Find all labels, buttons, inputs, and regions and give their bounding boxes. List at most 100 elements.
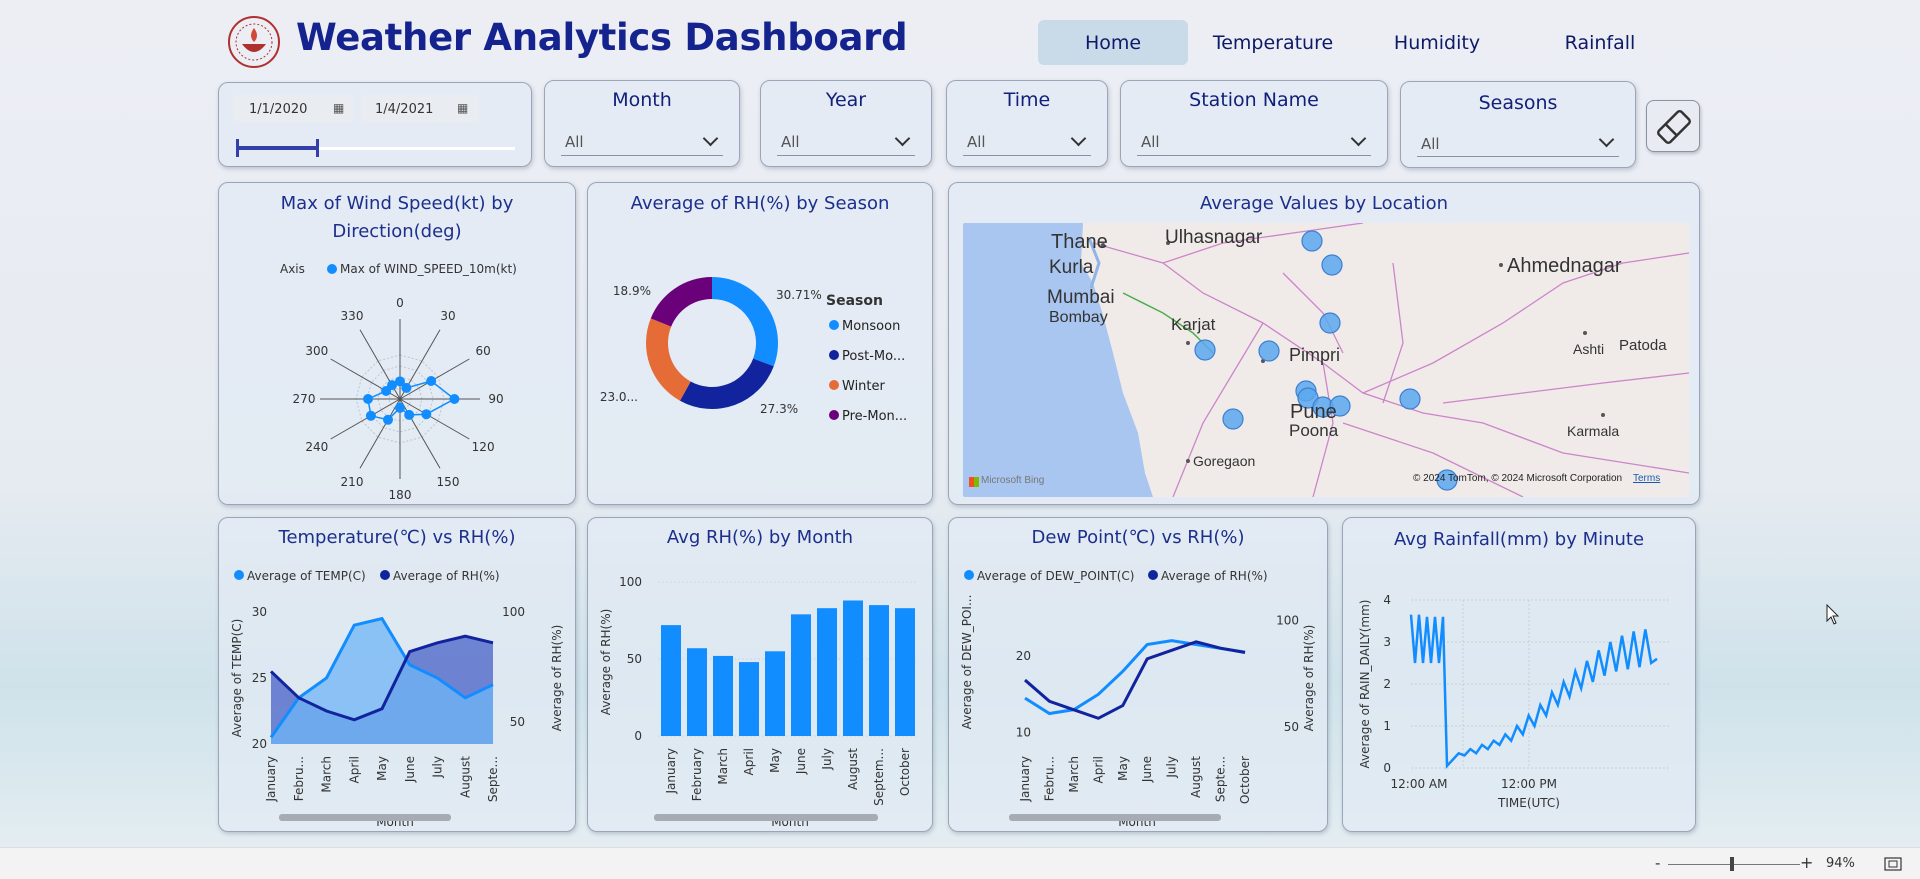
- map-terms-link[interactable]: Terms: [1633, 473, 1661, 484]
- x-tick-label: June: [403, 756, 417, 783]
- calendar-icon[interactable]: ▦: [457, 101, 469, 115]
- clear-filters-button[interactable]: [1646, 100, 1700, 152]
- end-date-input[interactable]: 1/4/2021 ▦: [361, 95, 479, 123]
- nav-temperature-button[interactable]: Temperature: [1212, 31, 1334, 54]
- chevron-down-icon[interactable]: [1598, 131, 1615, 148]
- donut-slice: [646, 318, 691, 401]
- x-tick-label: August: [1189, 756, 1203, 798]
- year-filter-value: All: [781, 133, 800, 151]
- chevron-down-icon[interactable]: [1070, 130, 1087, 147]
- radar-axis-line: [359, 398, 401, 469]
- date-slider-start-handle[interactable]: [236, 139, 239, 157]
- x-tick-label: 12:00 PM: [1501, 777, 1557, 791]
- y-tick-label: 0: [1383, 761, 1391, 775]
- y-tick-label: 20: [1016, 649, 1031, 663]
- x-tick-label: June: [1140, 756, 1154, 783]
- fit-to-page-icon[interactable]: [1884, 857, 1902, 871]
- map-place-label: Karjat: [1171, 315, 1216, 334]
- x-tick-label: January: [664, 748, 678, 795]
- bar: [791, 614, 811, 736]
- donut-slice-label: 18.9%: [613, 284, 651, 298]
- x-axis-title: TIME(UTC): [1497, 796, 1560, 810]
- radar-point: [395, 402, 405, 413]
- scrollbar-thumb: [654, 814, 878, 821]
- radar-tick-label: 240: [305, 440, 328, 454]
- radar-axis-line: [330, 398, 401, 440]
- chevron-down-icon[interactable]: [1350, 130, 1367, 147]
- logo-emblem-icon: [228, 16, 280, 68]
- zoom-slider-thumb[interactable]: [1730, 857, 1735, 871]
- legend-label: Average of TEMP(C): [247, 569, 366, 583]
- bar: [765, 651, 785, 736]
- map-place-label: Karmala: [1567, 423, 1620, 439]
- radar-legend-axis: Axis: [280, 262, 305, 276]
- wind-radar-chart: Axis Max of WIND_SPEED_10m(kt) 0 30 60 90 120 1…: [280, 262, 517, 502]
- location-map[interactable]: Thane Ulhasnagar Kurla Mumbai Bombay Kar…: [963, 223, 1689, 497]
- map-bubbles[interactable]: [1194, 230, 1458, 491]
- rainfall-line: [1409, 614, 1658, 770]
- y-tick-label: 0: [634, 729, 642, 743]
- y2-axis-title: Average of RH(%): [1302, 625, 1316, 732]
- x-tick-label: July: [431, 756, 445, 779]
- y-tick-label: 30: [252, 605, 267, 619]
- radar-tick-label: 330: [341, 309, 364, 323]
- temp-rh-card: Temperature(℃) vs RH(%) Average of TEMP(…: [218, 517, 576, 832]
- x-tick-label: April: [742, 748, 756, 775]
- radar-point: [426, 376, 437, 386]
- map-place-label: Kurla: [1049, 257, 1094, 278]
- time-filter[interactable]: Time All: [946, 80, 1108, 167]
- rh-month-card: Avg RH(%) by Month 0 50 100 January February…: [587, 517, 933, 832]
- x-tick-label: May: [1116, 756, 1130, 781]
- y-tick-label: 25: [252, 671, 267, 685]
- x-tick-label: Septe...: [486, 756, 500, 802]
- donut-slice: [650, 277, 712, 327]
- radar-tick-label: 60: [475, 344, 490, 358]
- map-place-label: Mumbai: [1047, 287, 1115, 308]
- y-tick-label: 100: [619, 575, 642, 589]
- legend-label: Average of RH(%): [393, 569, 500, 583]
- donut-slice-label: 23.0...: [600, 390, 638, 404]
- bar: [843, 600, 863, 736]
- start-date-input[interactable]: 1/1/2020 ▦: [233, 95, 353, 123]
- date-slider-track[interactable]: [237, 147, 515, 150]
- y-tick-label: 2: [1383, 677, 1391, 691]
- x-tick-label: August: [458, 756, 472, 798]
- dew-rh-line-chart: Average of DEW_POINT(C) Average of RH(%)1…: [960, 569, 1316, 829]
- donut-slice-label: 27.3%: [760, 402, 798, 416]
- radar-point: [404, 409, 415, 420]
- y2-tick-label: 50: [510, 715, 525, 729]
- radar-axis-line: [399, 398, 470, 440]
- time-filter-label: Time: [1003, 89, 1051, 111]
- radar-point: [395, 376, 405, 387]
- page-title: Weather Analytics Dashboard: [296, 16, 908, 59]
- x-tick-label: 12:00 AM: [1391, 777, 1448, 791]
- y-axis-title: Average of DEW_POI...: [960, 595, 974, 730]
- year-filter-label: Year: [825, 89, 867, 111]
- map-place-label: Goregaon: [1193, 453, 1256, 469]
- legend-marker: [1148, 570, 1158, 580]
- radar-legend-series: Max of WIND_SPEED_10m(kt): [340, 262, 517, 276]
- station-name-filter[interactable]: Station Name All: [1120, 80, 1388, 167]
- temp-rh-area-chart: Average of TEMP(C) Average of RH(%) 20 25 30…: [230, 569, 564, 829]
- month-filter-value: All: [565, 133, 584, 151]
- nav-rainfall-button[interactable]: Rainfall: [1564, 31, 1636, 54]
- date-slider-end-handle[interactable]: [315, 139, 319, 157]
- donut-legend-marker: [829, 350, 839, 360]
- y-axis-title: Average of TEMP(C): [230, 619, 244, 738]
- nav-humidity-button[interactable]: Humidity: [1393, 31, 1481, 54]
- month-filter[interactable]: Month All: [544, 80, 740, 167]
- bar: [869, 605, 889, 736]
- chevron-down-icon[interactable]: [894, 130, 911, 147]
- scrollbar-thumb: [279, 814, 451, 821]
- chevron-down-icon[interactable]: [702, 130, 719, 147]
- zoom-out-button[interactable]: -: [1655, 854, 1661, 872]
- calendar-icon[interactable]: ▦: [333, 101, 345, 115]
- nav-home-button[interactable]: Home: [1038, 20, 1188, 65]
- x-tick-label: March: [320, 756, 334, 793]
- year-filter[interactable]: Year All: [760, 80, 932, 167]
- time-filter-value: All: [967, 133, 986, 151]
- radar-tick-label: 150: [437, 475, 460, 489]
- zoom-in-button[interactable]: +: [1800, 853, 1814, 872]
- radar-tick-label: 300: [305, 344, 328, 358]
- seasons-filter[interactable]: Seasons All: [1400, 81, 1636, 168]
